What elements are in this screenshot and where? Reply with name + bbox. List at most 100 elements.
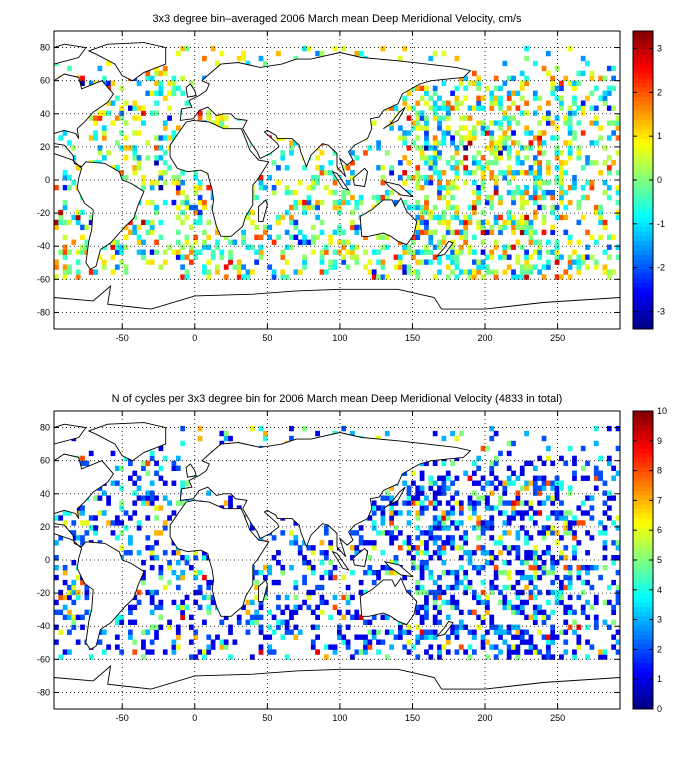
velocity-bin xyxy=(354,204,360,211)
velocity-bin xyxy=(354,199,360,206)
cycles-bin xyxy=(545,599,551,606)
cycles-bin xyxy=(419,485,425,491)
cycles-bin xyxy=(528,564,534,571)
cycles-bin xyxy=(219,430,225,437)
cycles-bin xyxy=(611,465,617,471)
velocity-landmass xyxy=(53,143,145,270)
cycles-bin xyxy=(441,569,447,576)
velocity-bin xyxy=(123,269,129,275)
velocity-bin xyxy=(519,264,525,270)
velocity-bin xyxy=(463,180,469,186)
cycles-bin xyxy=(432,520,438,526)
velocity-bin xyxy=(141,120,146,126)
cycles-bin xyxy=(493,584,499,591)
cycles-bin xyxy=(171,510,177,516)
velocity-bin xyxy=(471,234,477,240)
cycles-bin xyxy=(267,569,273,576)
velocity-bin xyxy=(493,160,499,166)
cycles-bin xyxy=(149,589,155,596)
cycles-bin xyxy=(615,569,621,576)
cycles-bin xyxy=(541,634,547,640)
cycles-bin xyxy=(367,619,373,625)
cycles-bin xyxy=(323,569,329,576)
cycles-bin xyxy=(567,624,573,630)
cycles-bin xyxy=(289,614,294,620)
cycles-bin xyxy=(271,614,277,620)
cycles-bin xyxy=(545,639,551,645)
velocity-bin xyxy=(563,269,569,275)
velocity-bin xyxy=(71,239,77,245)
cycles-bin xyxy=(445,649,451,655)
velocity-bin xyxy=(576,269,582,275)
cycles-bin xyxy=(519,589,525,596)
cycles-bin xyxy=(119,619,125,625)
cycles-bin xyxy=(88,450,94,457)
velocity-bin xyxy=(589,254,595,260)
velocity-bin xyxy=(393,254,399,260)
velocity-bin xyxy=(506,95,512,101)
cycles-x-tick-label: 100 xyxy=(332,713,347,723)
cycles-bin xyxy=(132,510,138,516)
cycles-bin xyxy=(445,614,451,620)
cycles-bin xyxy=(62,604,68,611)
velocity-bin xyxy=(563,204,569,211)
cycles-bin xyxy=(341,639,347,645)
cycles-bin xyxy=(188,564,194,571)
velocity-bin xyxy=(210,120,216,126)
cycles-bin xyxy=(154,634,159,640)
cycles-bin xyxy=(193,569,199,576)
cycles-bin xyxy=(454,604,460,611)
velocity-bin xyxy=(572,100,577,106)
velocity-bin xyxy=(471,259,477,265)
cycles-bin xyxy=(454,435,460,442)
velocity-bin xyxy=(476,160,482,166)
cycles-bin xyxy=(511,510,516,516)
velocity-bin xyxy=(223,264,229,270)
cycles-bin xyxy=(428,475,434,481)
velocity-bin xyxy=(215,244,220,250)
velocity-bin xyxy=(532,189,538,196)
cycles-bin xyxy=(432,500,438,506)
cycles-bin xyxy=(567,584,573,591)
cycles-bin xyxy=(363,644,368,650)
velocity-bin xyxy=(284,259,290,265)
cycles-bin xyxy=(175,465,181,471)
velocity-colorbar-tick-label: 0 xyxy=(657,175,662,185)
velocity-bin xyxy=(458,234,464,240)
velocity-bin xyxy=(528,130,534,136)
velocity-bin xyxy=(485,125,490,131)
velocity-bin xyxy=(415,274,421,280)
cycles-bin xyxy=(511,480,516,486)
cycles-bin xyxy=(515,634,521,640)
velocity-bin xyxy=(532,214,538,221)
cycles-bin xyxy=(589,515,595,521)
velocity-bin xyxy=(602,90,608,96)
cycles-bin xyxy=(563,609,569,616)
cycles-bin xyxy=(289,530,294,536)
cycles-bin xyxy=(188,654,194,660)
velocity-bin xyxy=(123,120,129,126)
velocity-bin xyxy=(545,249,551,255)
cycles-bin xyxy=(437,619,442,625)
velocity-bin xyxy=(450,184,455,191)
velocity-bin xyxy=(537,130,543,136)
cycles-bin xyxy=(450,460,455,467)
velocity-bin xyxy=(280,249,286,255)
velocity-bin xyxy=(424,140,429,146)
velocity-bin xyxy=(293,269,299,275)
velocity-bin xyxy=(537,180,543,186)
velocity-bin xyxy=(280,214,286,221)
cycles-bin xyxy=(441,475,447,481)
cycles-bin xyxy=(454,599,460,606)
velocity-bin xyxy=(315,180,320,186)
velocity-landmass xyxy=(179,52,472,177)
cycles-bin xyxy=(384,564,390,571)
velocity-bin xyxy=(445,130,451,136)
velocity-bin xyxy=(598,75,603,82)
cycles-bin xyxy=(167,515,172,521)
cycles-bin xyxy=(432,599,438,606)
velocity-bin xyxy=(271,269,277,275)
velocity-bin xyxy=(515,150,521,156)
velocity-bin xyxy=(123,264,129,270)
velocity-bin xyxy=(232,239,238,245)
